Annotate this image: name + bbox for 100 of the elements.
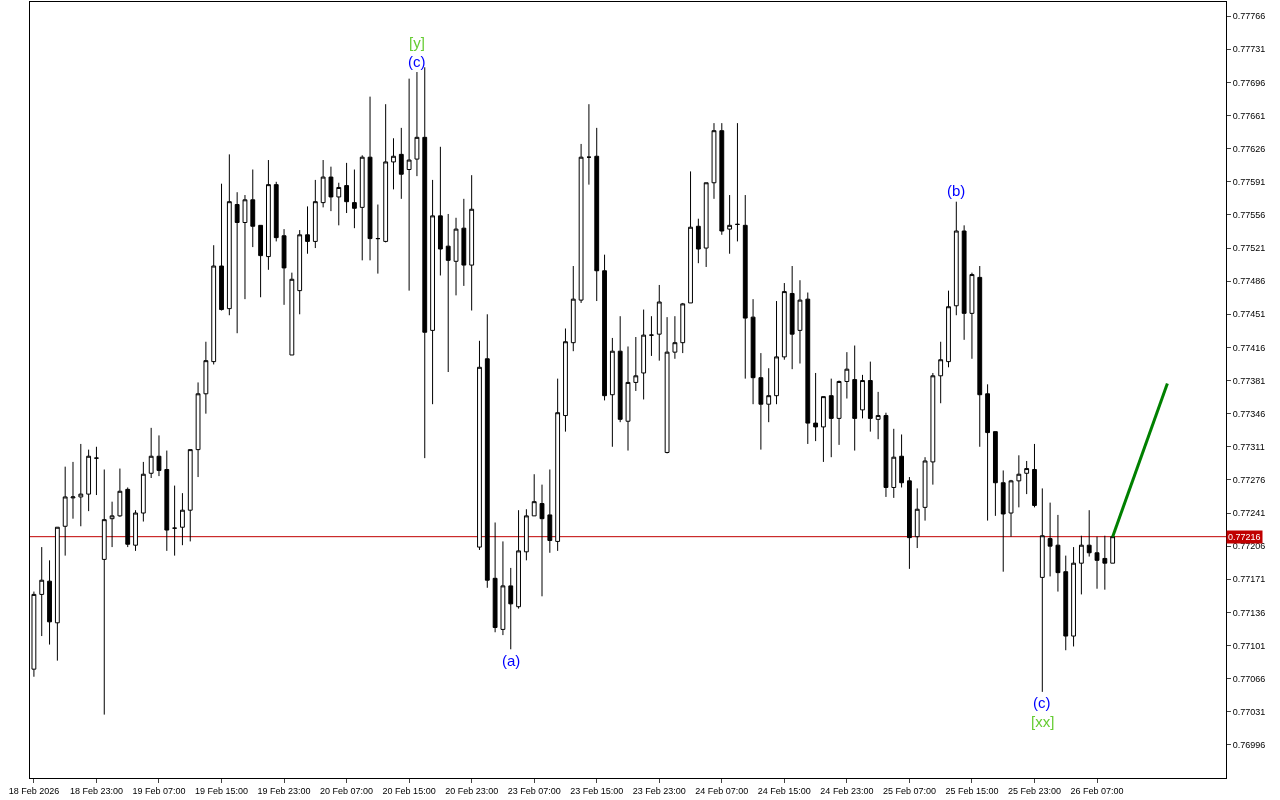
candlestick xyxy=(500,540,506,636)
candlestick xyxy=(539,484,545,597)
candlestick xyxy=(320,159,326,208)
annotation: (a) xyxy=(502,652,521,669)
candlestick xyxy=(398,127,404,200)
x-tick-label: 19 Feb 15:00 xyxy=(195,785,249,796)
candlestick xyxy=(774,300,779,405)
candlestick xyxy=(219,183,224,312)
candlestick xyxy=(289,272,295,356)
candlestick xyxy=(414,71,420,177)
candlestick xyxy=(703,182,709,268)
candlestick xyxy=(1016,454,1022,508)
y-tick-label: 0.77766 xyxy=(1232,11,1266,22)
candlestick xyxy=(47,559,52,646)
candlestick xyxy=(258,224,264,298)
candlestick xyxy=(977,265,983,448)
candlestick xyxy=(1032,443,1037,508)
candlestick xyxy=(1071,546,1076,647)
x-tick-label: 19 Feb 23:00 xyxy=(257,785,311,796)
candlestick xyxy=(742,194,748,380)
candlestick xyxy=(109,501,115,548)
candlestick xyxy=(891,428,897,499)
candlestick xyxy=(164,450,170,552)
candlestick xyxy=(242,194,248,300)
candlestick xyxy=(672,315,678,360)
candlestick xyxy=(406,78,412,292)
candlestick xyxy=(578,143,584,304)
candlestick xyxy=(359,154,365,261)
candlestick xyxy=(234,191,240,334)
candlestick xyxy=(148,427,154,479)
y-tick-label: 0.77206 xyxy=(1232,541,1266,552)
candlestick xyxy=(1024,460,1030,495)
y-tick-label: 0.77696 xyxy=(1232,77,1266,88)
candlestick xyxy=(1047,502,1053,577)
candlestick xyxy=(86,449,92,512)
candlestick xyxy=(203,341,209,415)
candlestick xyxy=(187,449,193,542)
candlestick xyxy=(344,162,349,214)
candlestick xyxy=(656,284,662,362)
candlestick xyxy=(836,380,842,446)
y-tick-label: 0.77346 xyxy=(1232,408,1266,419)
x-tick-label: 23 Feb 07:00 xyxy=(507,785,561,796)
candlestick xyxy=(273,181,279,242)
candlestick xyxy=(492,521,498,633)
annotation: (b) xyxy=(947,182,966,199)
y-tick-label: 0.77731 xyxy=(1232,44,1266,55)
candlestick xyxy=(695,218,701,264)
x-tick-label: 26 Feb 07:00 xyxy=(1070,785,1124,796)
candlestick xyxy=(54,526,60,662)
candlestick xyxy=(875,391,881,440)
candlestick xyxy=(1000,469,1006,573)
y-tick-label: 0.77101 xyxy=(1232,640,1266,651)
candlestick xyxy=(883,412,889,498)
candlestick xyxy=(953,201,959,316)
candlestick xyxy=(172,485,178,557)
candlestick xyxy=(70,461,76,520)
y-tick-label: 0.77311 xyxy=(1232,441,1265,452)
candlestick xyxy=(907,476,912,570)
y-tick-label: 0.77451 xyxy=(1232,309,1266,320)
y-tick-label: 0.77171 xyxy=(1232,574,1266,585)
candlestick xyxy=(602,254,607,401)
candlestick xyxy=(523,508,529,561)
candlestick xyxy=(266,159,271,271)
candlestick xyxy=(226,153,232,316)
candlestick xyxy=(531,473,537,517)
candlestick xyxy=(336,182,342,226)
candlestick xyxy=(1110,536,1116,564)
candlestick xyxy=(477,340,482,551)
candlestick xyxy=(1086,509,1092,558)
x-tick-label: 25 Feb 15:00 xyxy=(945,785,999,796)
y-tick-label: 0.77241 xyxy=(1232,508,1266,519)
candlestick xyxy=(852,345,858,452)
candlestick xyxy=(62,466,68,557)
x-tick-label: 24 Feb 23:00 xyxy=(820,785,874,796)
y-tick-label: 0.77521 xyxy=(1232,243,1266,254)
candlestick xyxy=(156,434,162,477)
candlestick xyxy=(735,122,740,242)
candlestick xyxy=(570,265,576,352)
y-tick-label: 0.77136 xyxy=(1232,607,1266,618)
y-tick-label: 0.77031 xyxy=(1232,706,1266,717)
candlestick xyxy=(117,468,123,518)
candlestick xyxy=(766,367,772,423)
x-tick-label: 20 Feb 07:00 xyxy=(320,785,374,796)
candlestick xyxy=(844,351,850,400)
candlestick xyxy=(664,316,670,454)
candlestick xyxy=(985,383,990,522)
x-tick-label: 24 Feb 15:00 xyxy=(757,785,811,796)
x-tick-label: 25 Feb 23:00 xyxy=(1007,785,1061,796)
y-tick-label: 0.77416 xyxy=(1232,342,1266,353)
annotation: (c) xyxy=(408,53,426,70)
candlestick xyxy=(281,228,287,306)
candlestick xyxy=(328,166,334,212)
candlestick xyxy=(375,204,381,275)
candlestick xyxy=(633,336,639,392)
candlestick xyxy=(312,179,318,249)
candlestick xyxy=(250,169,256,248)
candlestick xyxy=(586,103,592,186)
x-tick-label: 25 Feb 07:00 xyxy=(882,785,936,796)
x-tick-label: 23 Feb 15:00 xyxy=(570,785,624,796)
x-tick-label: 18 Feb 23:00 xyxy=(69,785,123,796)
